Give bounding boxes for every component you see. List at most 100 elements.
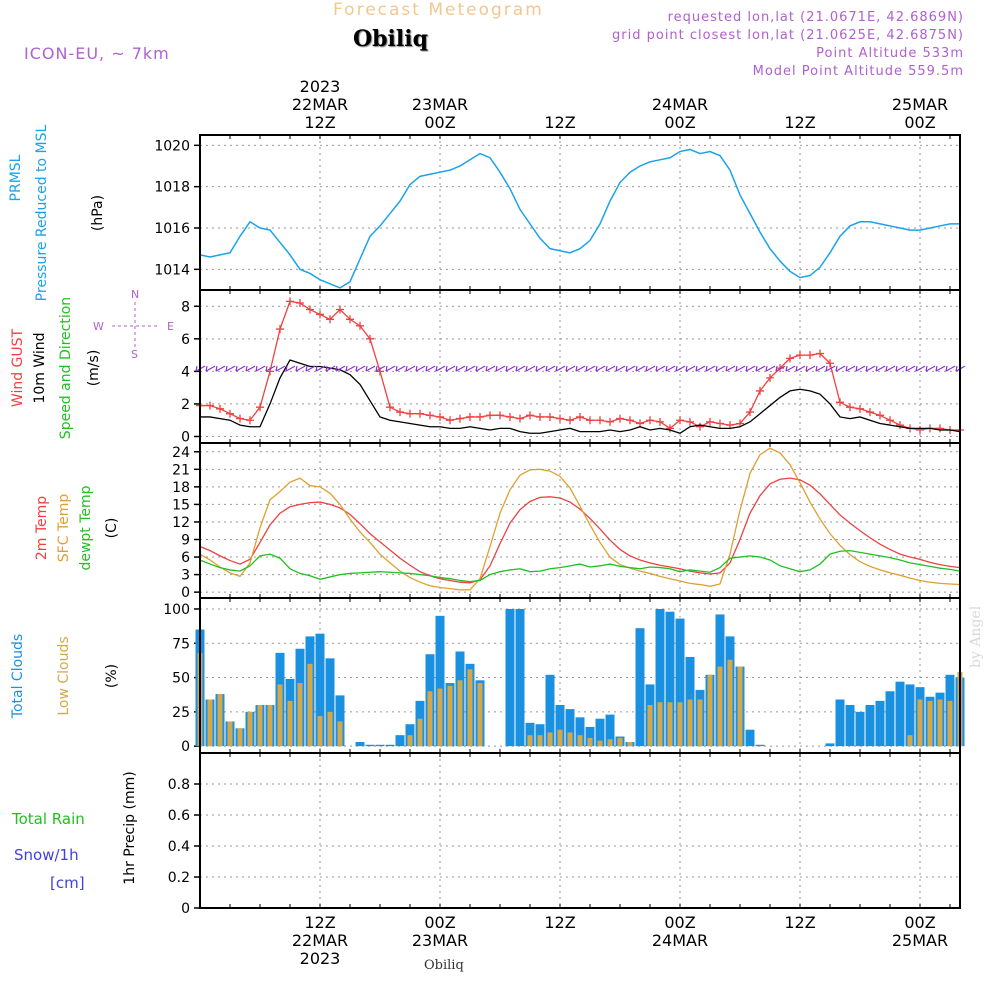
- low-cloud-bar: [917, 699, 923, 747]
- total-cloud-bar: [875, 700, 885, 747]
- total-cloud-bar: [555, 704, 565, 747]
- wind-direction-arrow: [245, 365, 256, 372]
- wind-direction-arrow: [835, 365, 846, 372]
- ytick-label: 0: [181, 429, 190, 445]
- total-cloud-bar: [575, 717, 585, 747]
- wind-direction-arrow: [765, 365, 776, 372]
- wind-direction-arrow: [395, 365, 406, 372]
- wind-direction-arrow: [825, 365, 836, 372]
- ytick-label: 12: [172, 515, 190, 531]
- total-cloud-bar: [395, 735, 405, 747]
- gust-marker: [256, 403, 264, 412]
- panel-frame: [199, 752, 961, 909]
- low-cloud-bar: [667, 702, 673, 747]
- panel-pressure: [194, 134, 961, 291]
- wind-direction-arrow: [925, 365, 936, 372]
- gust-marker: [216, 404, 224, 413]
- gust-marker: [866, 408, 874, 417]
- ytick-label: 24: [172, 445, 190, 461]
- wind-direction-arrow: [205, 365, 216, 372]
- wind-direction-arrow: [365, 365, 376, 372]
- low-cloud-bar: [247, 711, 253, 747]
- total-cloud-bar: [845, 704, 855, 747]
- gust-marker: [406, 409, 414, 418]
- wind-direction-arrow: [535, 365, 546, 372]
- total-cloud-bar: [335, 695, 345, 747]
- total-cloud-bar: [515, 608, 525, 747]
- model-name: ICON-EU, ~ 7km: [24, 44, 170, 63]
- low-cloud-bar: [267, 704, 273, 747]
- gust-marker: [916, 425, 924, 434]
- ytick-label: 1020: [154, 138, 190, 154]
- low-cloud-bar: [947, 700, 953, 747]
- wind-direction-arrow: [735, 365, 746, 372]
- wind-direction-arrow: [625, 365, 636, 372]
- low-cloud-bar: [237, 728, 243, 747]
- low-cloud-bar: [447, 685, 453, 747]
- low-cloud-bar: [607, 739, 613, 747]
- time-axis-bottom-date: 25MAR: [892, 931, 948, 950]
- total-cloud-bar: [315, 633, 325, 747]
- wind-direction-arrow: [455, 365, 466, 372]
- wind-direction-arrow: [795, 365, 806, 372]
- gust-marker: [446, 416, 454, 425]
- compass-w: W: [93, 320, 104, 333]
- gust-marker: [746, 408, 754, 417]
- wind-direction-arrow: [435, 365, 446, 372]
- gust-marker: [556, 414, 564, 423]
- wind-direction-arrow: [505, 365, 516, 372]
- total-cloud-bar: [385, 744, 395, 747]
- gust-marker: [836, 398, 844, 407]
- low-cloud-bar: [407, 735, 413, 747]
- low-cloud-bar: [687, 699, 693, 747]
- low-cloud-bar: [587, 737, 593, 747]
- wind-direction-arrow: [915, 365, 926, 372]
- low-cloud-bar: [567, 732, 573, 747]
- low-cloud-bar: [727, 659, 733, 747]
- low-cloud-bar: [697, 699, 703, 747]
- total-cloud-bar: [565, 709, 575, 747]
- low-cloud-bar: [907, 735, 913, 747]
- ytick-label: 21: [172, 462, 190, 478]
- low-cloud-bar: [287, 700, 293, 747]
- ytick-label: 9: [181, 533, 190, 549]
- ytick-label: 0: [181, 901, 190, 917]
- total-cloud-bar: [375, 744, 385, 747]
- total-cloud-bar: [855, 711, 865, 747]
- gust-line: [200, 300, 960, 431]
- gust-marker: [516, 414, 524, 423]
- gust-marker: [576, 412, 584, 421]
- grid-point-location: grid point closest lon,lat (21.0625E, 42…: [612, 28, 964, 43]
- wind-direction-arrow: [515, 365, 526, 372]
- wind-direction-arrow: [295, 365, 306, 372]
- low-cloud-bar: [337, 721, 343, 747]
- wind-direction-arrow: [355, 365, 366, 372]
- ytick-label: 0.6: [168, 808, 190, 824]
- wind-direction-arrow: [585, 365, 596, 372]
- gust-marker: [856, 404, 864, 413]
- gust-marker: [236, 414, 244, 423]
- gust-marker: [596, 416, 604, 425]
- total-cloud-bar: [635, 628, 645, 747]
- time-axis-bottom-date: 22MAR: [292, 931, 348, 950]
- footer-station: Obiliq: [424, 958, 464, 973]
- wind-compass: N W E S: [93, 288, 174, 361]
- ytick-label: 0: [181, 585, 190, 601]
- gust-marker: [696, 422, 704, 431]
- gust-marker: [876, 411, 884, 420]
- wind-direction-arrow: [715, 365, 726, 372]
- wind-direction-arrow: [225, 365, 236, 372]
- time-axis-top-hour: 00Z: [424, 113, 455, 132]
- wind-direction-arrow: [495, 365, 506, 372]
- gust-marker: [226, 409, 234, 418]
- wind-direction-arrow: [475, 365, 486, 372]
- wind-direction-arrow: [845, 365, 856, 372]
- ytick-label: 0.2: [168, 870, 190, 886]
- low-cloud-bar: [927, 700, 933, 747]
- ytick-label: 1014: [154, 262, 190, 278]
- gust-marker: [486, 411, 494, 420]
- gust-marker: [306, 305, 314, 314]
- ytick-label: 1016: [154, 221, 190, 237]
- wind-direction-arrow: [575, 365, 586, 372]
- gust-marker: [896, 421, 904, 430]
